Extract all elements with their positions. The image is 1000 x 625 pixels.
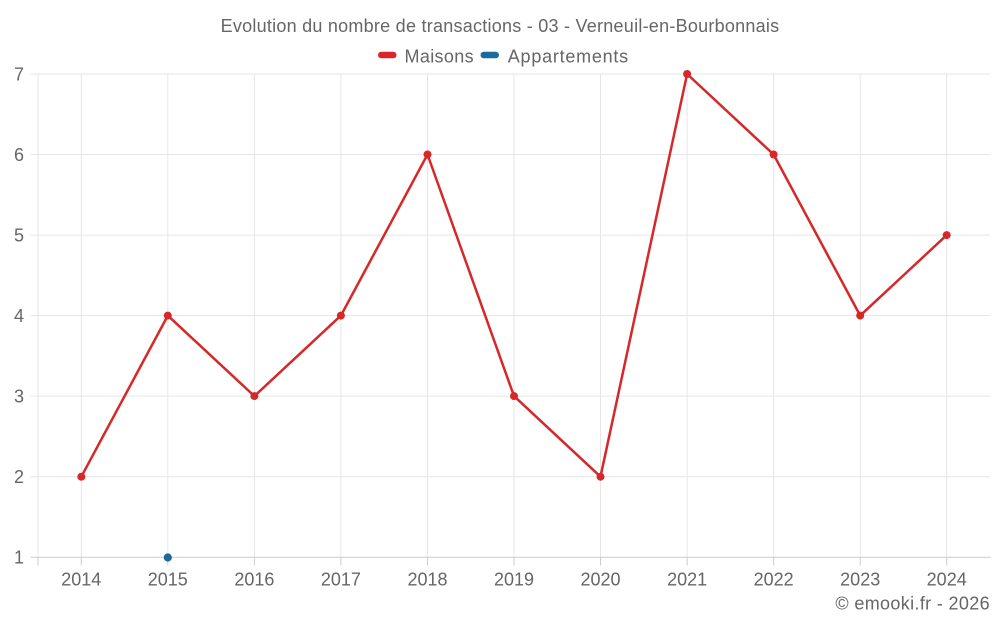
- svg-text:7: 7: [14, 64, 24, 84]
- svg-text:2020: 2020: [580, 569, 620, 589]
- svg-text:1: 1: [14, 548, 24, 568]
- svg-text:© emooki.fr - 2026: © emooki.fr - 2026: [835, 593, 990, 613]
- svg-text:2017: 2017: [321, 569, 361, 589]
- svg-text:2016: 2016: [234, 569, 274, 589]
- svg-text:2018: 2018: [407, 569, 447, 589]
- svg-text:Appartements: Appartements: [508, 47, 629, 67]
- svg-text:2023: 2023: [840, 569, 880, 589]
- svg-text:Maisons: Maisons: [405, 47, 474, 67]
- svg-text:2014: 2014: [61, 569, 101, 589]
- svg-text:Evolution du nombre de transac: Evolution du nombre de transactions - 03…: [221, 16, 780, 36]
- svg-text:6: 6: [14, 145, 24, 165]
- svg-text:2015: 2015: [148, 569, 188, 589]
- svg-text:2022: 2022: [754, 569, 794, 589]
- svg-text:4: 4: [14, 306, 24, 326]
- svg-text:2021: 2021: [667, 569, 707, 589]
- svg-text:2024: 2024: [927, 569, 967, 589]
- svg-text:2019: 2019: [494, 569, 534, 589]
- svg-text:3: 3: [14, 387, 24, 407]
- svg-text:2: 2: [14, 467, 24, 487]
- svg-text:5: 5: [14, 226, 24, 246]
